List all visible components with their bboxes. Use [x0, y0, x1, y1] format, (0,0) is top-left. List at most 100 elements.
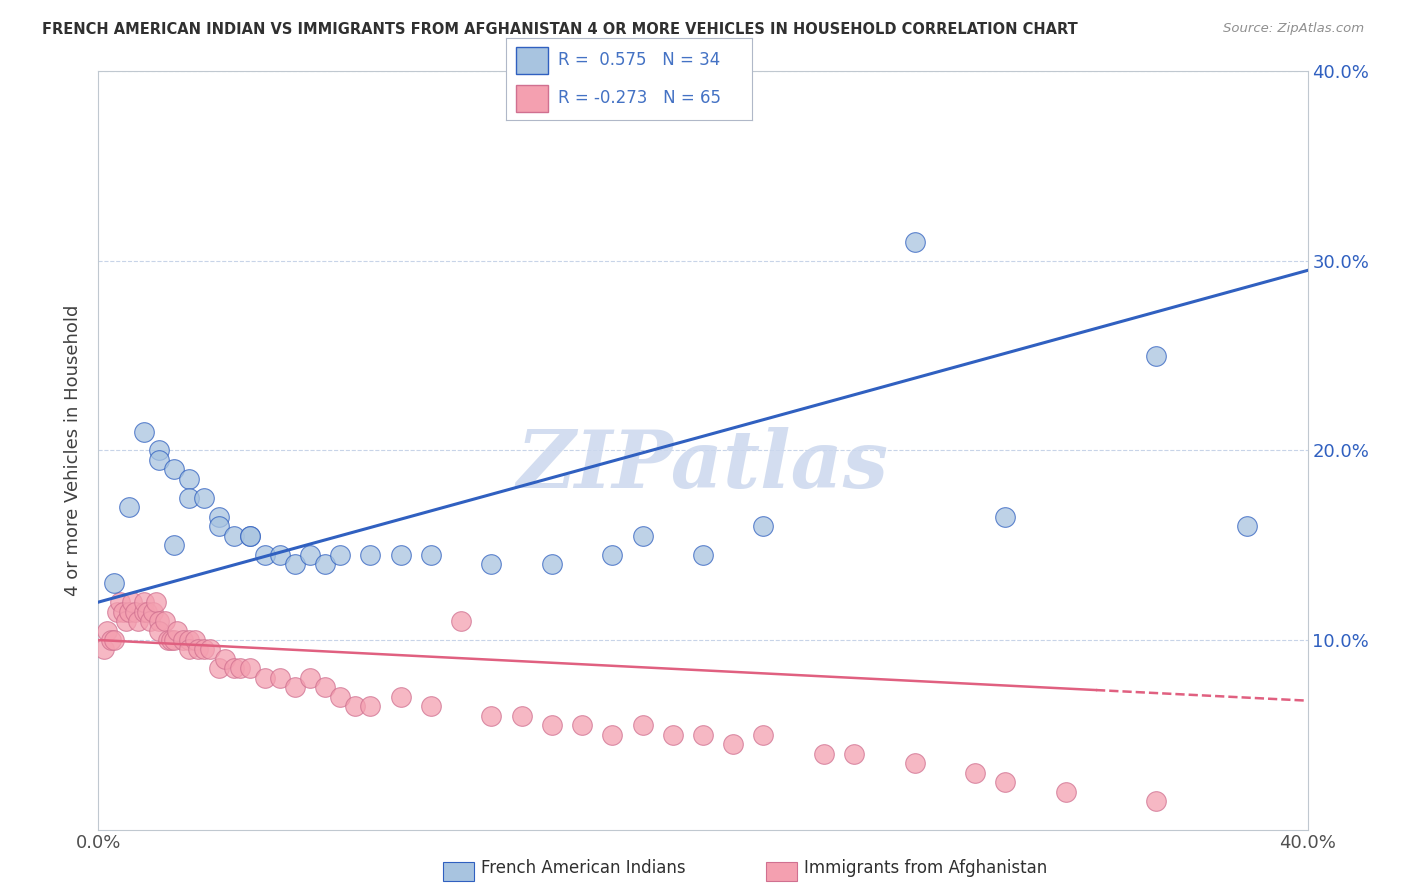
Point — [510, 708, 533, 723]
Point — [420, 699, 443, 714]
Point — [121, 595, 143, 609]
Text: FRENCH AMERICAN INDIAN VS IMMIGRANTS FROM AFGHANISTAN 4 OR MORE VEHICLES IN HOUS: FRENCH AMERICAN INDIAN VS IMMIGRANTS FRO… — [42, 22, 1078, 37]
Point — [904, 235, 927, 249]
Point — [208, 519, 231, 533]
Point — [214, 652, 236, 666]
Point — [299, 548, 322, 562]
Point — [360, 548, 382, 562]
Point — [420, 548, 443, 562]
Point — [269, 548, 291, 562]
Point — [139, 614, 162, 628]
Point — [994, 775, 1017, 789]
Point — [96, 624, 118, 638]
Point — [631, 529, 654, 543]
Point — [105, 605, 128, 619]
Point — [344, 699, 367, 714]
Point — [187, 642, 209, 657]
Point — [450, 614, 472, 628]
Point — [239, 661, 262, 675]
Point — [132, 425, 155, 439]
Point — [224, 661, 246, 675]
Point — [661, 728, 683, 742]
Point — [723, 737, 745, 751]
Point — [166, 624, 188, 638]
Point — [200, 642, 222, 657]
Point — [163, 462, 186, 476]
Point — [108, 595, 131, 609]
Point — [360, 699, 382, 714]
Point — [100, 633, 122, 648]
Point — [631, 718, 654, 732]
Point — [239, 529, 262, 543]
Point — [153, 614, 176, 628]
Point — [844, 747, 866, 761]
Point — [208, 509, 231, 524]
Point — [314, 681, 336, 695]
Point — [692, 728, 714, 742]
Point — [813, 747, 835, 761]
Point — [114, 614, 136, 628]
Point — [994, 509, 1017, 524]
Point — [314, 557, 336, 572]
Point — [602, 548, 624, 562]
Point — [239, 529, 262, 543]
Point — [135, 605, 157, 619]
Point — [193, 642, 215, 657]
Point — [329, 690, 352, 704]
Point — [1054, 785, 1077, 799]
Point — [179, 472, 201, 486]
Point — [163, 538, 186, 552]
Point — [179, 642, 201, 657]
Point — [193, 491, 215, 505]
Point — [540, 718, 562, 732]
Point — [163, 633, 186, 648]
Point — [179, 491, 201, 505]
Point — [389, 548, 412, 562]
Point — [904, 756, 927, 771]
Point — [965, 765, 987, 780]
Point — [481, 708, 503, 723]
Point — [269, 671, 291, 685]
Bar — [516, 85, 548, 112]
Text: Immigrants from Afghanistan: Immigrants from Afghanistan — [804, 859, 1047, 877]
Point — [284, 681, 307, 695]
Point — [172, 633, 194, 648]
Point — [103, 633, 125, 648]
Point — [571, 718, 593, 732]
Point — [481, 557, 503, 572]
Point — [118, 605, 141, 619]
Point — [156, 633, 179, 648]
Point — [103, 576, 125, 591]
Y-axis label: 4 or more Vehicles in Household: 4 or more Vehicles in Household — [65, 305, 83, 596]
Point — [160, 633, 183, 648]
Point — [752, 728, 775, 742]
Point — [179, 633, 201, 648]
Bar — [516, 46, 548, 74]
Point — [184, 633, 207, 648]
Point — [111, 605, 134, 619]
Point — [148, 453, 170, 467]
Text: Source: ZipAtlas.com: Source: ZipAtlas.com — [1223, 22, 1364, 36]
Point — [148, 443, 170, 458]
Point — [93, 642, 115, 657]
Text: R =  0.575   N = 34: R = 0.575 N = 34 — [558, 51, 720, 69]
Point — [602, 728, 624, 742]
Point — [253, 671, 276, 685]
Point — [224, 529, 246, 543]
Point — [148, 624, 170, 638]
Point — [1144, 794, 1167, 808]
Point — [142, 605, 165, 619]
Point — [540, 557, 562, 572]
Point — [692, 548, 714, 562]
Point — [127, 614, 149, 628]
Point — [132, 595, 155, 609]
Point — [124, 605, 146, 619]
Text: R = -0.273   N = 65: R = -0.273 N = 65 — [558, 89, 721, 107]
Point — [389, 690, 412, 704]
Point — [329, 548, 352, 562]
Point — [148, 614, 170, 628]
Point — [229, 661, 252, 675]
Point — [284, 557, 307, 572]
Point — [1144, 349, 1167, 363]
Point — [145, 595, 167, 609]
